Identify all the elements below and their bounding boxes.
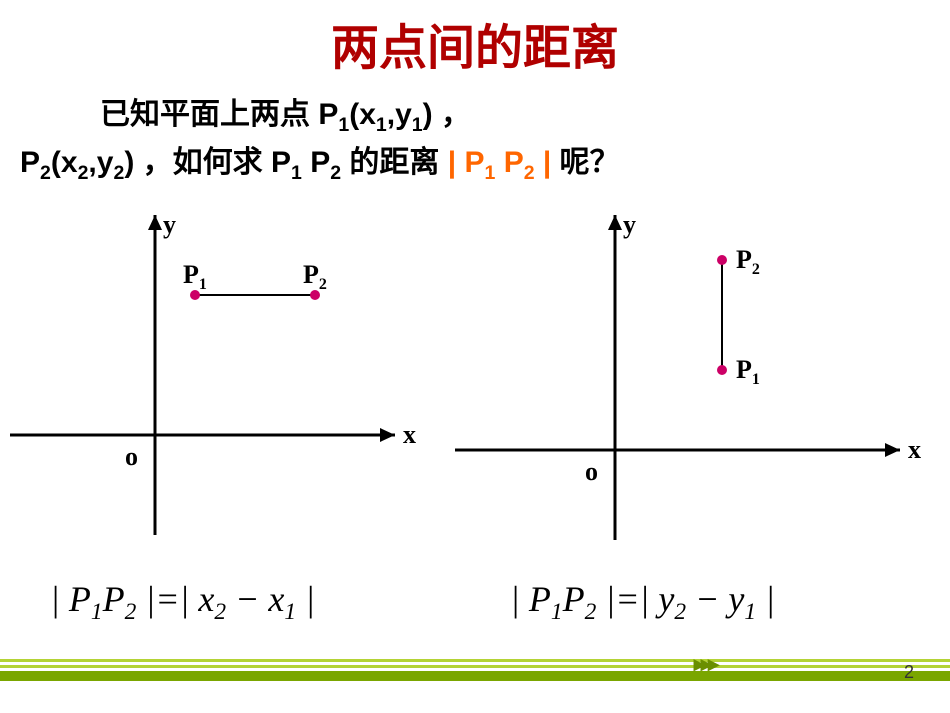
q-mid: 如何求 [173,146,271,179]
charts-svg: oxyP1P2oxyP2P1 [0,205,950,545]
q-bp2: P [504,146,524,179]
q-dp2s: 2 [330,162,341,184]
q-dp1s: 1 [291,162,302,184]
q-highlight: | P1 P2 | [448,146,552,179]
q-bsp [495,146,503,179]
q-baro: | [448,146,465,179]
q-p2-mid: ,y [88,146,113,179]
footer-bar [0,659,950,681]
svg-text:x: x [908,435,921,464]
q-p2-xs: 2 [78,162,89,184]
q-bp2s: 2 [524,162,535,184]
svg-text:o: o [585,457,598,486]
q-p1-ys: 1 [412,114,423,136]
page-title: 两点间的距离 [0,8,950,78]
page-number: 2 [904,662,914,683]
svg-text:x: x [403,420,416,449]
svg-text:P2: P2 [303,260,327,293]
q-dp1: P [271,146,291,179]
q-prefix: 已知平面上两点 [100,98,318,131]
charts-container: oxyP1P2oxyP2P1 [0,205,950,545]
q-p1-sub: 1 [338,114,349,136]
question-line2: P2(x2,y2) ，如何求 P1 P2 的距离 | P1 P2 | 呢？ [20,140,930,188]
page-number-text: 2 [904,662,914,682]
q-p2-ys: 2 [113,162,124,184]
question-block: 已知平面上两点 P1(x1,y1) ， P2(x2,y2) ，如何求 P1 P2… [20,92,930,189]
svg-text:P2: P2 [736,245,760,278]
q-bp1: P [464,146,484,179]
question-line1: 已知平面上两点 P1(x1,y1) ， [20,92,930,140]
svg-text:y: y [623,210,636,239]
formula-right: | P1P2 |=| y2 − y1 | [510,578,775,626]
formula-left: | P1P2 |=| x2 − x1 | [50,578,315,626]
q-p1-close: ) ， [423,98,471,131]
footer-stripe-4 [0,671,950,681]
q-dsp [302,146,310,179]
q-p2-open: (x [51,146,78,179]
q-bp1s: 1 [485,162,496,184]
q-p1-xs: 1 [376,114,387,136]
nav-forward-icon[interactable]: ▸▸▸ [694,651,715,677]
q-tail: 呢？ [551,146,619,179]
q-p2-sub: 2 [40,162,51,184]
svg-text:P1: P1 [736,355,760,388]
title-text: 两点间的距离 [331,22,619,75]
q-p1: P [318,98,338,131]
q-barc: | [535,146,552,179]
q-mid2: 的距离 [341,146,448,179]
svg-text:o: o [125,442,138,471]
q-p2: P [20,146,40,179]
svg-text:y: y [163,210,176,239]
q-dp2: P [310,146,330,179]
svg-text:P1: P1 [183,260,207,293]
nav-arrow-glyph: ▸▸▸ [694,651,715,676]
q-p1-open: (x [349,98,376,131]
q-p1-mid: ,y [387,98,412,131]
q-p2-close: ) ， [124,146,172,179]
